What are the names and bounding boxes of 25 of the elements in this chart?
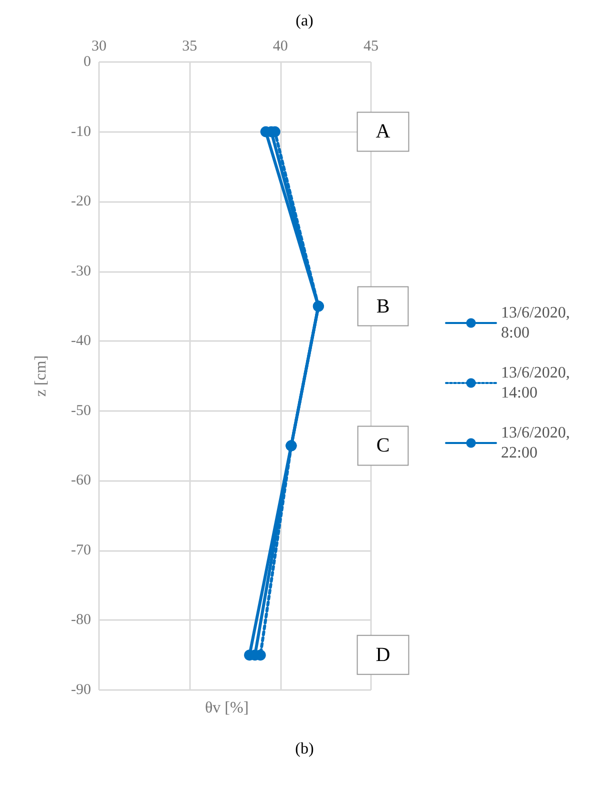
x-tick-label: 30 [92,38,106,54]
x-tick-label: 40 [272,38,288,54]
text: (b) [295,740,314,758]
text: A [376,120,391,143]
y-tick-label: 0 [84,54,91,70]
y-tick-label: -30 [71,263,91,280]
legend-label: 13/6/2020, 14:00 [501,364,574,402]
y-tick-label: -80 [71,612,91,628]
y-tick-label: -70 [71,542,91,558]
y-tick-label: -50 [71,402,91,419]
y-tick-label: -40 [71,333,91,350]
chart-title: (a) [296,12,314,30]
legend-label: 13/6/2020, 22:00 [501,424,574,462]
y-tick-label: -20 [71,194,91,210]
x-tick-label: 45 [364,38,378,54]
y-tick-label: -90 [71,682,91,698]
text: D [376,644,390,666]
text: C [376,434,390,457]
legend-label: 13/6/2020, 8:00 [501,304,574,342]
text: B [376,295,390,318]
y-tick-label: -60 [71,472,91,489]
y-tick-label: -10 [71,124,91,140]
x-axis-title: θv [%] [205,700,249,716]
x-tick-label: 35 [182,38,198,54]
y-axis-title: z [cm] [32,355,50,397]
